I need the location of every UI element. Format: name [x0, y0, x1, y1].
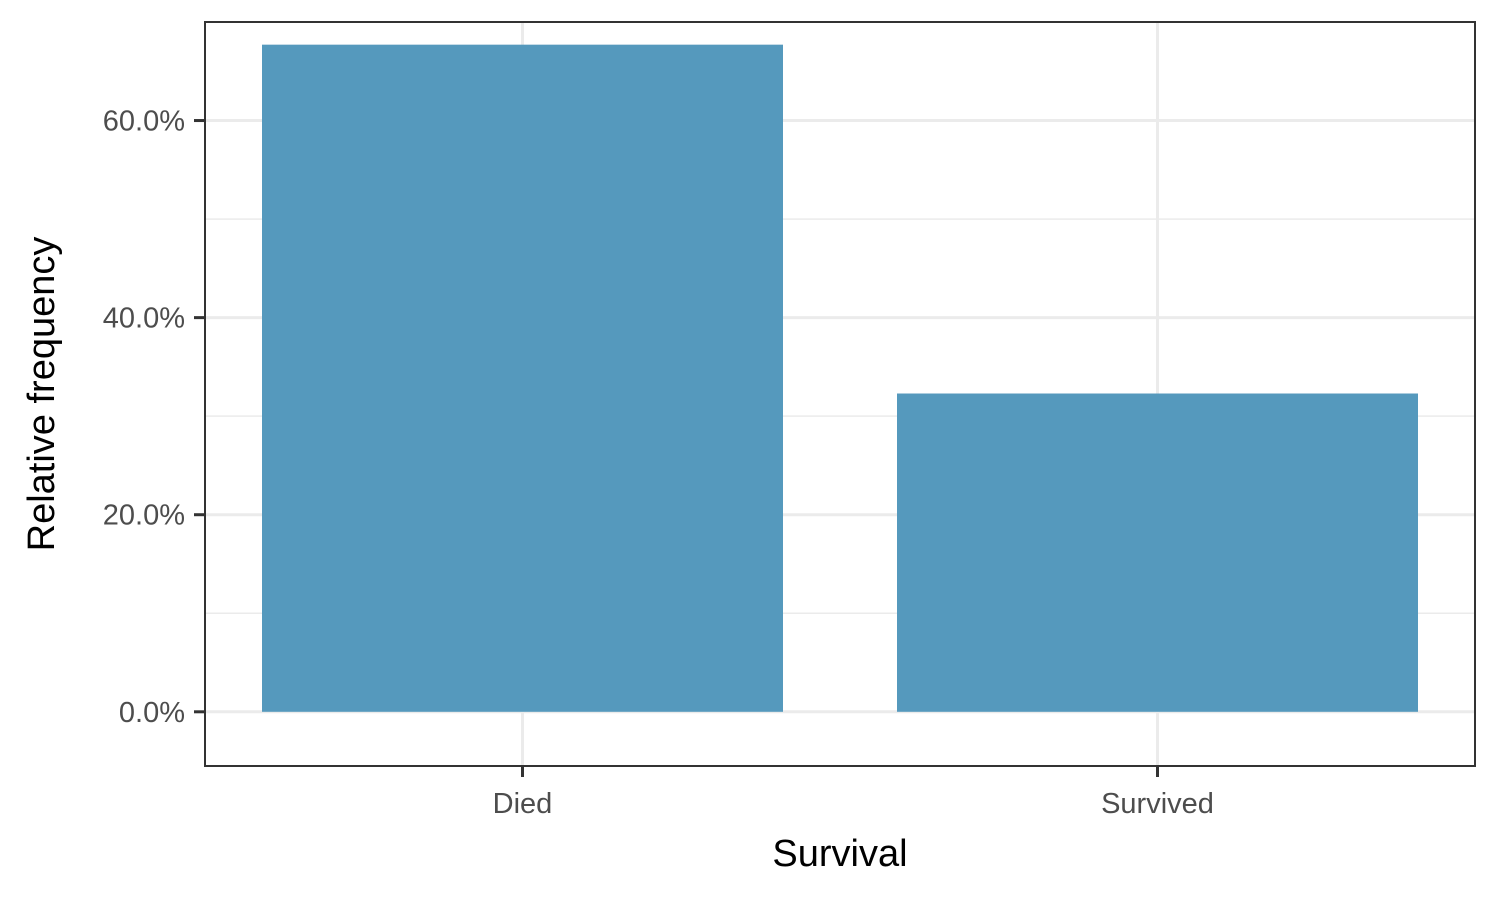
- x-axis-title: Survival: [772, 833, 907, 875]
- x-tick-label: Died: [493, 788, 553, 820]
- bar-died: [262, 44, 783, 712]
- y-axis-title: Relative frequency: [21, 237, 63, 552]
- y-axis: 0.0% 20.0% 40.0% 60.0%: [103, 106, 205, 729]
- y-tick-label: 40.0%: [103, 303, 185, 335]
- bars: [262, 44, 1418, 712]
- y-tick-label: 20.0%: [103, 500, 185, 532]
- bar-survived: [897, 393, 1418, 712]
- x-tick-label: Survived: [1101, 788, 1214, 820]
- y-tick-label: 60.0%: [103, 106, 185, 138]
- panel-border: [204, 21, 1476, 767]
- x-axis: Died Survived: [493, 766, 1214, 820]
- y-tick-label: 0.0%: [119, 697, 185, 729]
